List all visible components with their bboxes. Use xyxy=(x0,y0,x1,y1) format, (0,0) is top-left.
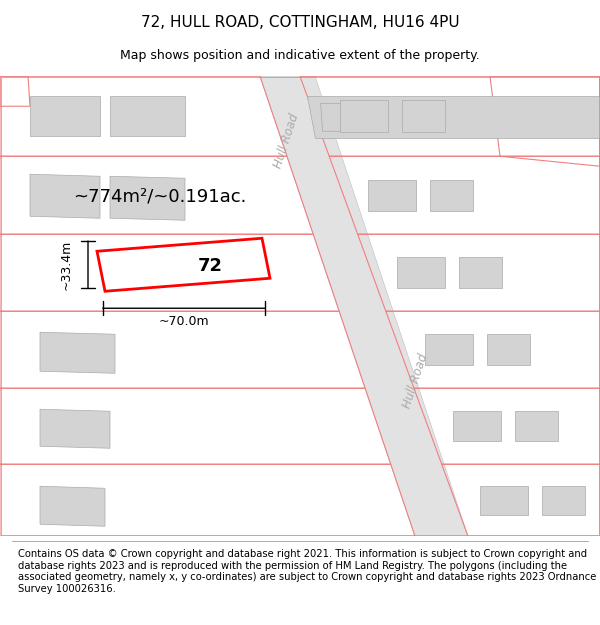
Text: 72: 72 xyxy=(197,258,223,275)
Polygon shape xyxy=(480,486,528,514)
Polygon shape xyxy=(401,100,445,132)
Polygon shape xyxy=(30,96,100,136)
Text: 72, HULL ROAD, COTTINGHAM, HU16 4PU: 72, HULL ROAD, COTTINGHAM, HU16 4PU xyxy=(140,14,460,29)
Text: ~33.4m: ~33.4m xyxy=(59,239,73,290)
Text: ~70.0m: ~70.0m xyxy=(158,315,209,328)
Polygon shape xyxy=(40,332,115,373)
Polygon shape xyxy=(515,411,558,441)
Polygon shape xyxy=(340,100,388,132)
Polygon shape xyxy=(320,103,374,131)
Text: Hull Road: Hull Road xyxy=(400,352,430,410)
Polygon shape xyxy=(487,334,530,365)
Polygon shape xyxy=(30,174,100,218)
Polygon shape xyxy=(453,411,501,441)
Polygon shape xyxy=(425,334,473,365)
Text: ~774m²/~0.191ac.: ~774m²/~0.191ac. xyxy=(73,188,247,205)
Text: Map shows position and indicative extent of the property.: Map shows position and indicative extent… xyxy=(120,49,480,62)
Text: Hull Road: Hull Road xyxy=(271,112,301,170)
Polygon shape xyxy=(260,76,455,536)
Polygon shape xyxy=(307,96,600,138)
Polygon shape xyxy=(300,76,468,536)
Polygon shape xyxy=(542,486,585,514)
Polygon shape xyxy=(459,258,502,288)
Polygon shape xyxy=(430,179,473,211)
Polygon shape xyxy=(110,176,185,220)
Text: Contains OS data © Crown copyright and database right 2021. This information is : Contains OS data © Crown copyright and d… xyxy=(18,549,596,594)
Polygon shape xyxy=(260,76,468,536)
Polygon shape xyxy=(110,96,185,136)
Polygon shape xyxy=(40,486,105,526)
Polygon shape xyxy=(397,258,445,288)
Polygon shape xyxy=(40,409,110,448)
Polygon shape xyxy=(368,179,416,211)
